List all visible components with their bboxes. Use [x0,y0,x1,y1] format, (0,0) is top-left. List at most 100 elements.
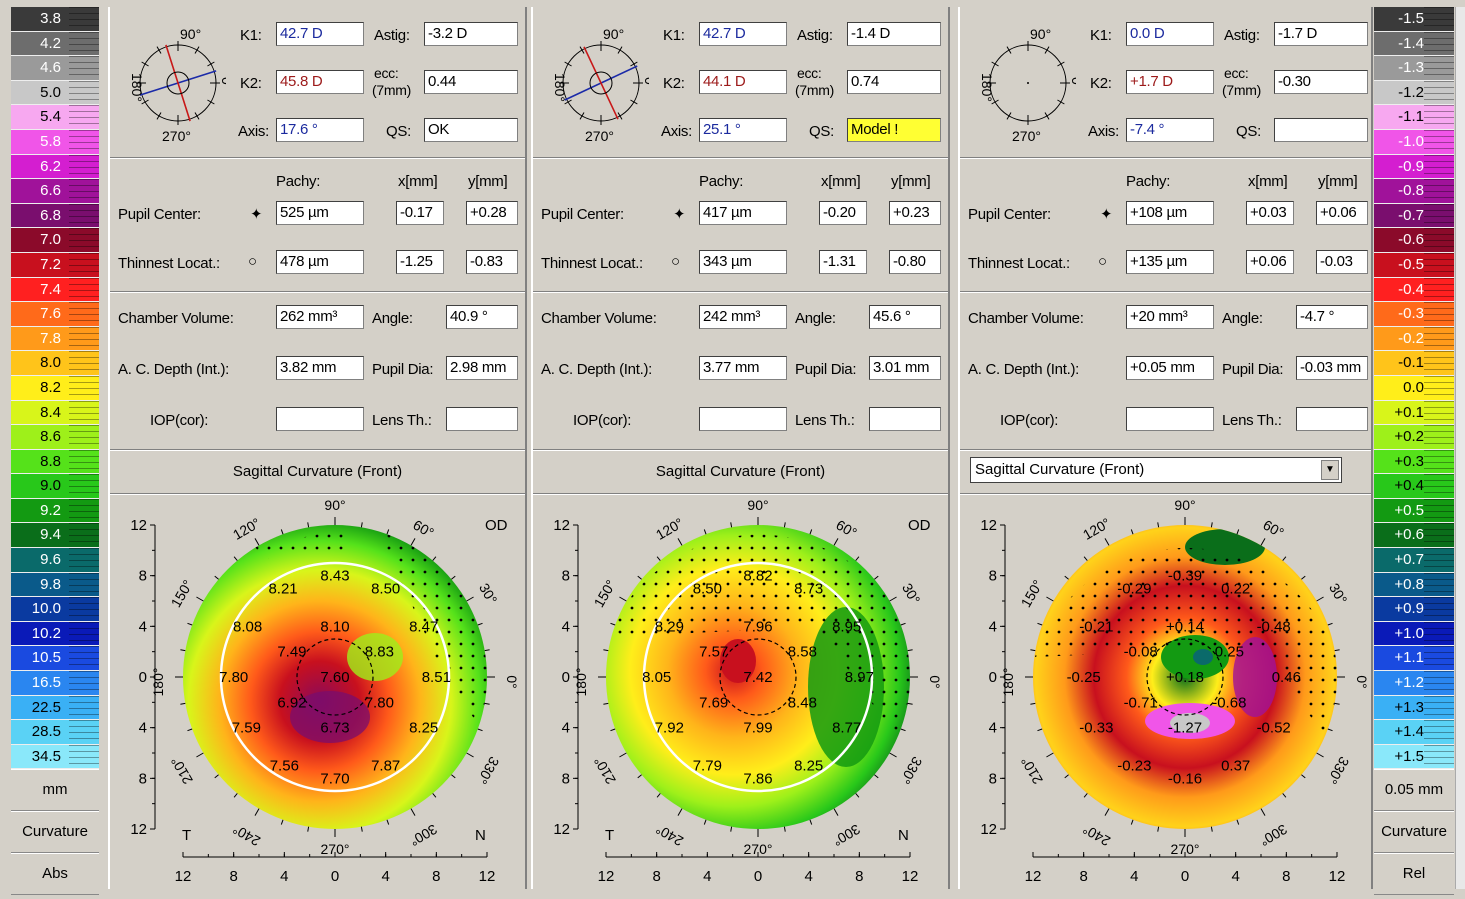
k1-field[interactable]: 42.7 D [699,22,787,46]
map-type-dropdown[interactable]: Sagittal Curvature (Front) ▼ [970,457,1342,483]
thinnest-y[interactable]: -0.03 [1316,250,1368,274]
axis-field[interactable]: 25.1 ° [699,118,787,142]
scale-swatch: 10.5 [11,646,99,672]
scale-swatch: 5.4 [11,105,99,130]
pupil-center-y[interactable]: +0.28 [466,201,518,225]
ecc-field[interactable]: 0.74 [847,70,941,94]
pupil-center-pachy[interactable]: 417 µm [699,201,787,225]
scale-swatch: -1.5 [1374,7,1454,32]
scale-swatch: -0.2 [1374,326,1454,352]
astig-field[interactable]: -1.4 D [847,22,941,46]
astig-field[interactable]: -1.7 D [1274,22,1368,46]
scale-swatch: 6.8 [11,203,99,229]
ecc-field[interactable]: 0.44 [424,70,518,94]
chamber-volume-label: Chamber Volume: [968,310,1084,327]
thinnest-x[interactable]: +0.06 [1246,250,1294,274]
pupil-center-x[interactable]: +0.03 [1246,201,1294,225]
scale-ticks [1424,548,1454,572]
scale-value: 10.0 [31,600,61,618]
thinnest-y[interactable]: -0.80 [889,250,941,274]
pupil-center-y[interactable]: +0.06 [1316,201,1368,225]
ecc-label: ecc: [797,65,822,81]
chevron-down-icon[interactable]: ▼ [1321,460,1339,480]
vertical-scrollbar[interactable] [1455,7,1465,889]
qs-field[interactable]: Model ! [847,118,941,142]
deg-120-label: 120° [230,515,263,543]
scale-swatch: +0.7 [1374,548,1454,573]
angle-field[interactable]: -4.7 ° [1296,305,1368,329]
map-value: 7.49 [277,644,306,661]
pupil-center-y[interactable]: +0.23 [889,201,941,225]
iop-field[interactable] [276,407,364,431]
scale-type-button[interactable]: Abs [11,853,99,896]
ecc-sub-label: (7mm) [372,82,411,98]
pupil-dia-field[interactable]: -0.03 mm [1296,356,1368,380]
ac-depth-field[interactable]: +0.05 mm [1126,356,1214,380]
map-value: 8.58 [788,644,817,661]
scale-mode-button[interactable]: Curvature [1374,811,1454,854]
iop-field[interactable] [1126,407,1214,431]
scale-mode-button[interactable]: Curvature [11,811,99,854]
chamber-volume-field[interactable]: 262 mm³ [276,305,364,329]
ac-depth-field[interactable]: 3.77 mm [699,356,787,380]
pupil-center-x[interactable]: -0.17 [396,201,444,225]
ac-depth-field[interactable]: 3.82 mm [276,356,364,380]
scale-value: 7.6 [40,305,61,323]
separator [110,449,525,451]
lens-th-field[interactable] [869,407,941,431]
k1-label: K1: [1090,27,1112,44]
k2-field[interactable]: 44.1 D [699,70,787,94]
lens-th-field[interactable] [446,407,518,431]
pupil-center-pachy[interactable]: 525 µm [276,201,364,225]
pupil-dia-field[interactable]: 2.98 mm [446,356,518,380]
qs-field[interactable]: OK [424,118,518,142]
scale-ticks [1424,375,1454,400]
y-tick-label: 4 [989,720,997,737]
pupil-dia-field[interactable]: 3.01 mm [869,356,941,380]
angle-field[interactable]: 45.6 ° [869,305,941,329]
scale-swatch: 7.4 [11,277,99,303]
topography-map[interactable]: 90° 270° 180° 0° 120° 60° 150° 30° 210° 330° 240° 3… [533,497,948,889]
deg-0-label: 0° [504,675,520,688]
thinnest-pachy[interactable]: 343 µm [699,250,787,274]
angle-label: Angle: [1222,310,1263,327]
topography-map[interactable]: 90° 270° 180° 0° 120° 60° 150° 30° 210° 330° 240° 3… [960,497,1375,889]
pupil-center-pachy[interactable]: +108 µm [1126,201,1214,225]
lens-th-label: Lens Th.: [1222,412,1282,429]
iop-field[interactable] [699,407,787,431]
thinnest-x[interactable]: -1.31 [819,250,867,274]
chamber-volume-field[interactable]: 242 mm³ [699,305,787,329]
scale-value: +0.9 [1394,600,1424,618]
thinnest-y[interactable]: -0.83 [466,250,518,274]
topography-map[interactable]: 90° 270° 180° 0° 120° 60° 150° 30° 210° 330° 240° 3… [110,497,525,889]
ecc-field[interactable]: -0.30 [1274,70,1368,94]
x-tick-label: 8 [652,868,660,885]
axis-field[interactable]: 17.6 ° [276,118,364,142]
scale-ticks [1424,179,1454,203]
scale-type-button[interactable]: Rel [1374,853,1454,896]
k2-field[interactable]: 45.8 D [276,70,364,94]
k1-field[interactable]: 42.7 D [276,22,364,46]
k2-field[interactable]: +1.7 D [1126,70,1214,94]
thinnest-x[interactable]: -1.25 [396,250,444,274]
k1-field[interactable]: 0.0 D [1126,22,1214,46]
chamber-volume-field[interactable]: +20 mm³ [1126,305,1214,329]
y-tick-label: 0 [562,669,570,686]
thinnest-pachy[interactable]: +135 µm [1126,250,1214,274]
map-value: +0.14 [1166,618,1204,635]
thinnest-pachy[interactable]: 478 µm [276,250,364,274]
scale-swatch: 0.0 [1374,375,1454,401]
scale-value: +0.4 [1394,477,1424,495]
scale-ticks [1424,449,1454,474]
angle-field[interactable]: 40.9 ° [446,305,518,329]
map-value: 7.42 [743,669,772,686]
astig-field[interactable]: -3.2 D [424,22,518,46]
lens-th-field[interactable] [1296,407,1368,431]
deg-240-label: 240° [1080,821,1113,849]
pupil-center-x[interactable]: -0.20 [819,201,867,225]
map-value: 6.73 [320,720,349,737]
angle-label: Angle: [372,310,413,327]
axis-field[interactable]: -7.4 ° [1126,118,1214,142]
qs-field[interactable] [1274,118,1368,142]
pupil-dia-label: Pupil Dia: [372,361,434,378]
